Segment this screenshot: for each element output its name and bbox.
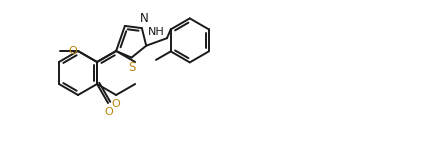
Text: S: S bbox=[128, 61, 135, 74]
Text: NH: NH bbox=[148, 27, 165, 37]
Text: O: O bbox=[68, 46, 77, 56]
Text: O: O bbox=[112, 99, 120, 109]
Text: O: O bbox=[104, 107, 114, 117]
Text: N: N bbox=[139, 12, 148, 25]
